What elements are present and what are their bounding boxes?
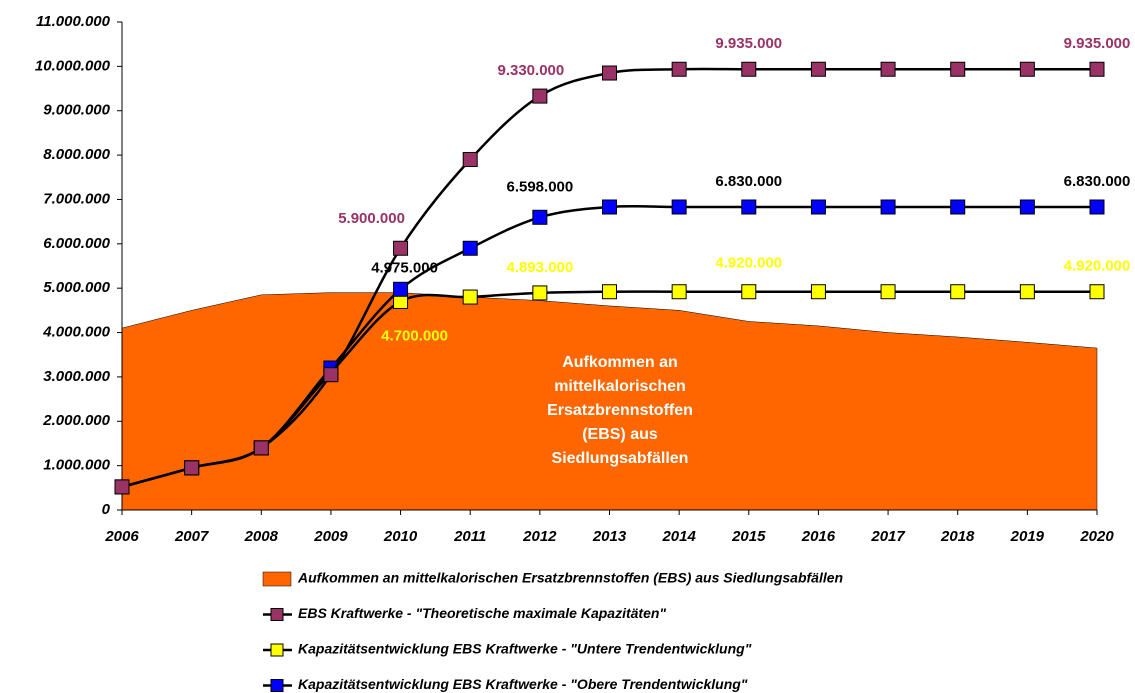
marker — [1019, 61, 1035, 77]
marker — [880, 284, 896, 300]
x-tick-label: 2015 — [731, 528, 766, 545]
marker — [741, 199, 757, 215]
line — [121, 204, 1097, 489]
value-label: 4.700.000 — [381, 327, 448, 344]
legend-label: Kapazitätsentwicklung EBS Kraftwerke - "… — [298, 641, 752, 657]
marker — [532, 88, 548, 104]
area-annotation: Ersatzbrennstoffen — [547, 402, 693, 419]
marker — [671, 61, 687, 77]
x-tick-label: 2016 — [801, 528, 836, 545]
x-tick-label: 2018 — [940, 528, 975, 545]
legend-label: Aufkommen an mittelkalorischen Ersatzbre… — [297, 570, 843, 586]
marker — [393, 281, 409, 297]
marker — [1089, 284, 1105, 300]
value-label: 4.920.000 — [1064, 258, 1131, 275]
x-tick-label: 2020 — [1079, 528, 1114, 545]
marker — [741, 61, 757, 77]
marker — [114, 479, 130, 495]
value-label: 4.893.000 — [506, 259, 573, 276]
area-annotation: Siedlungsabfällen — [552, 450, 689, 467]
x-tick-label: 2010 — [383, 528, 418, 545]
marker — [602, 65, 617, 81]
marker — [532, 285, 548, 301]
marker — [393, 240, 409, 256]
marker — [950, 199, 966, 215]
value-label: 9.935.000 — [1064, 35, 1131, 52]
marker — [323, 367, 339, 383]
x-tick-label: 2013 — [592, 528, 627, 545]
value-label: 4.975.000 — [371, 259, 438, 276]
value-label: 5.900.000 — [338, 210, 405, 227]
legend-label: EBS Kraftwerke - "Theoretische maximale … — [298, 605, 666, 621]
legend-swatch — [262, 571, 292, 587]
area-annotation: Aufkommen an — [562, 354, 678, 371]
marker — [462, 240, 478, 256]
marker — [462, 289, 478, 305]
y-tick-label: 0 — [102, 501, 111, 518]
legend-label: Kapazitätsentwicklung EBS Kraftwerke - "… — [298, 676, 748, 692]
x-tick-label: 2009 — [313, 528, 348, 545]
y-tick-label: 1.000.000 — [43, 457, 110, 474]
marker — [462, 152, 478, 168]
x-tick-label: 2006 — [104, 528, 139, 545]
y-tick-label: 11.000.000 — [36, 13, 111, 30]
marker — [671, 284, 687, 300]
marker — [950, 284, 966, 300]
y-tick-label: 6.000.000 — [43, 235, 110, 252]
marker — [253, 440, 269, 456]
x-tick-label: 2014 — [661, 528, 696, 545]
marker — [602, 284, 617, 300]
x-tick-label: 2011 — [453, 528, 486, 545]
x-tick-label: 2019 — [1010, 528, 1045, 545]
marker — [880, 199, 896, 215]
legend-marker — [270, 643, 284, 657]
y-tick-label: 10.000.000 — [35, 57, 111, 74]
marker — [810, 199, 826, 215]
value-label: 6.830.000 — [715, 173, 782, 190]
marker — [1089, 61, 1105, 77]
x-tick-label: 2012 — [522, 528, 557, 545]
value-label: 4.920.000 — [715, 255, 782, 272]
y-tick-label: 9.000.000 — [43, 102, 110, 119]
marker — [880, 61, 896, 77]
marker — [532, 209, 548, 225]
marker — [602, 199, 617, 215]
x-tick-label: 2008 — [244, 528, 279, 545]
x-tick-label: 2017 — [870, 528, 905, 545]
line — [121, 67, 1097, 489]
y-tick-label: 3.000.000 — [43, 368, 110, 385]
value-label: 6.598.000 — [506, 178, 573, 195]
marker — [1019, 199, 1035, 215]
marker — [741, 284, 757, 300]
area-annotation: (EBS) aus — [582, 426, 658, 443]
x-tick-label: 2007 — [174, 528, 209, 545]
y-tick-label: 2.000.000 — [42, 412, 110, 429]
legend-marker — [270, 608, 284, 621]
marker — [950, 61, 966, 77]
value-label: 9.935.000 — [715, 35, 782, 52]
y-tick-label: 7.000.000 — [43, 190, 110, 207]
area-annotation: mittelkalorischen — [554, 378, 686, 395]
marker — [810, 284, 826, 300]
legend-marker — [270, 679, 284, 692]
marker — [671, 199, 687, 215]
marker — [184, 460, 200, 476]
marker — [810, 61, 826, 77]
y-tick-label: 8.000.000 — [43, 146, 110, 163]
marker — [1019, 284, 1035, 300]
y-tick-label: 4.000.000 — [42, 324, 110, 341]
y-tick-label: 5.000.000 — [43, 279, 110, 296]
area — [121, 292, 1098, 511]
marker — [1089, 199, 1105, 215]
value-label: 6.830.000 — [1064, 173, 1131, 190]
value-label: 9.330.000 — [497, 62, 564, 79]
